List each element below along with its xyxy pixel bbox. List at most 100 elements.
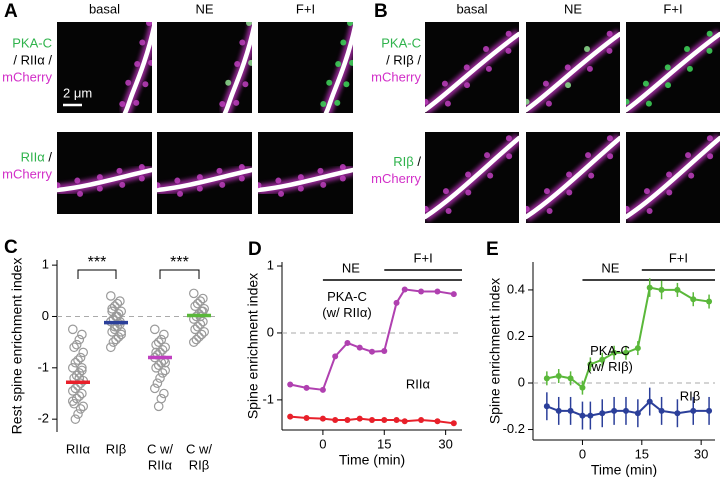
spine (684, 45, 691, 52)
spine (216, 167, 223, 174)
row-label-part: / (45, 150, 53, 165)
data-point (543, 375, 550, 382)
dendrite (425, 29, 519, 113)
spine (133, 99, 140, 106)
data-point (381, 348, 388, 355)
data-point (68, 396, 78, 406)
dendrite-core (626, 135, 720, 220)
panel-letter: E (486, 239, 499, 260)
row-label: RIIα / (21, 150, 53, 165)
spine (465, 189, 472, 196)
row-label: PKA-C (12, 36, 52, 51)
data-point (646, 284, 653, 291)
data-point (189, 337, 199, 347)
data-point (646, 398, 653, 405)
y-tick-label: 0 (267, 324, 274, 339)
spine (706, 135, 713, 142)
series-label: PKA-C (w/ RIβ) (587, 343, 633, 374)
data-point (658, 286, 665, 293)
data-point (450, 420, 457, 427)
spine (665, 82, 672, 89)
data-point (107, 327, 117, 337)
data-point (78, 347, 88, 358)
spine (664, 64, 671, 71)
micrograph (258, 132, 353, 214)
data-point (543, 403, 550, 410)
spine (134, 60, 141, 67)
data-point (319, 415, 326, 422)
dendrite (258, 164, 353, 197)
spine (125, 79, 132, 86)
row-label: PKA-C (381, 36, 421, 51)
spine (196, 174, 203, 181)
data-point (190, 301, 200, 312)
row-label: mCherry (2, 167, 52, 182)
data-point (77, 388, 87, 399)
significance-label: *** (88, 254, 107, 271)
spine (484, 152, 491, 159)
dendrite-core (122, 25, 152, 113)
y-tick-label: -1 (262, 391, 274, 406)
spine (339, 164, 346, 171)
spine (242, 81, 249, 88)
data-point (381, 416, 388, 423)
data-point (109, 301, 120, 312)
micrograph: 2 μm (57, 22, 152, 113)
row-label-part: / (414, 154, 422, 169)
data-point (579, 384, 586, 391)
spine (463, 64, 470, 71)
y-axis-label: Rest spine enrichment index (9, 258, 25, 435)
spine (278, 190, 285, 197)
x-tick-label: 0 (319, 436, 326, 451)
spine (526, 98, 530, 105)
data-point (150, 383, 160, 394)
micrograph (157, 22, 252, 113)
data-point (196, 329, 207, 340)
row-label: mCherry (2, 70, 52, 85)
data-point (587, 412, 594, 419)
panel-letter: C (4, 237, 18, 258)
data-point (116, 327, 126, 337)
data-point (287, 381, 294, 388)
data-point (74, 368, 85, 378)
data-point (634, 410, 641, 417)
dendrite (320, 22, 362, 113)
data-point (68, 386, 78, 396)
spine (645, 100, 652, 107)
data-point (160, 365, 170, 376)
row-label-part: mCherry (2, 167, 52, 182)
spine (606, 47, 613, 54)
spine (564, 64, 571, 71)
data-point (189, 288, 199, 299)
data-point (112, 298, 123, 309)
spine (356, 41, 362, 47)
data-point (303, 414, 310, 421)
spine (138, 175, 145, 182)
spine (483, 45, 490, 52)
spine (219, 100, 226, 107)
data-point (198, 316, 208, 327)
row-label-part: / RIIα / (13, 53, 52, 68)
data-point (112, 311, 123, 322)
data-point (418, 416, 425, 423)
spine (643, 188, 650, 195)
data-point (71, 339, 82, 350)
row-label-part: mCherry (2, 70, 52, 85)
spine (566, 171, 573, 178)
spine (586, 65, 593, 72)
data-point (68, 324, 78, 335)
significance-bracket (159, 269, 200, 279)
y-axis-label: Spine enrichment index (245, 273, 261, 419)
dendrite-core (526, 135, 620, 220)
spine (239, 39, 246, 46)
data-point (658, 407, 665, 414)
column-header: NE (564, 1, 582, 16)
spine (546, 208, 553, 215)
dendrite-core (157, 167, 252, 193)
x-tick-label: RIIα (148, 457, 173, 472)
data-point (106, 291, 116, 301)
data-point (194, 332, 204, 342)
spine (666, 189, 673, 196)
row-label-part: RIIα (21, 150, 46, 165)
spine (77, 190, 84, 197)
